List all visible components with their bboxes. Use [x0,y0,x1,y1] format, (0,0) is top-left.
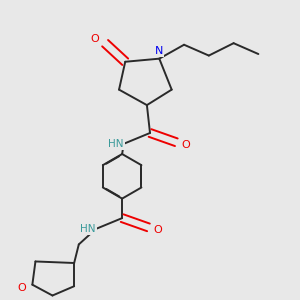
Text: O: O [181,140,190,150]
Text: O: O [90,34,99,44]
Text: O: O [17,283,26,293]
Text: HN: HN [80,224,96,234]
Text: N: N [155,46,164,56]
Text: O: O [153,226,162,236]
Text: HN: HN [108,139,124,149]
